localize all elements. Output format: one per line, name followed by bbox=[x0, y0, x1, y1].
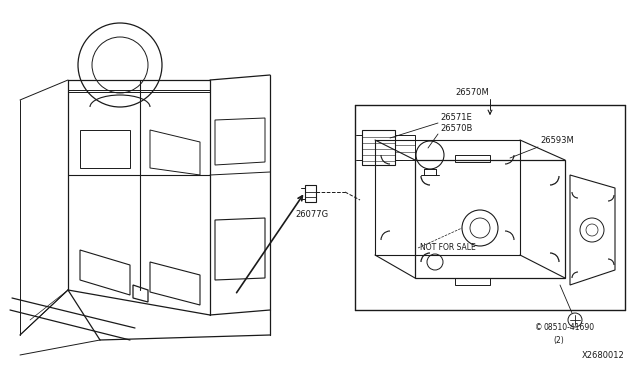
Text: 26570B: 26570B bbox=[440, 124, 472, 133]
Text: ©: © bbox=[536, 324, 543, 333]
Text: (2): (2) bbox=[553, 336, 564, 344]
Text: 26593M: 26593M bbox=[540, 136, 573, 145]
Text: 26571E: 26571E bbox=[440, 113, 472, 122]
Text: 26570M: 26570M bbox=[455, 88, 489, 97]
Text: NOT FOR SALE: NOT FOR SALE bbox=[420, 244, 476, 253]
Text: X2680012: X2680012 bbox=[582, 351, 625, 360]
Text: 26077G: 26077G bbox=[295, 210, 328, 219]
Text: 08510-41690: 08510-41690 bbox=[544, 324, 595, 333]
